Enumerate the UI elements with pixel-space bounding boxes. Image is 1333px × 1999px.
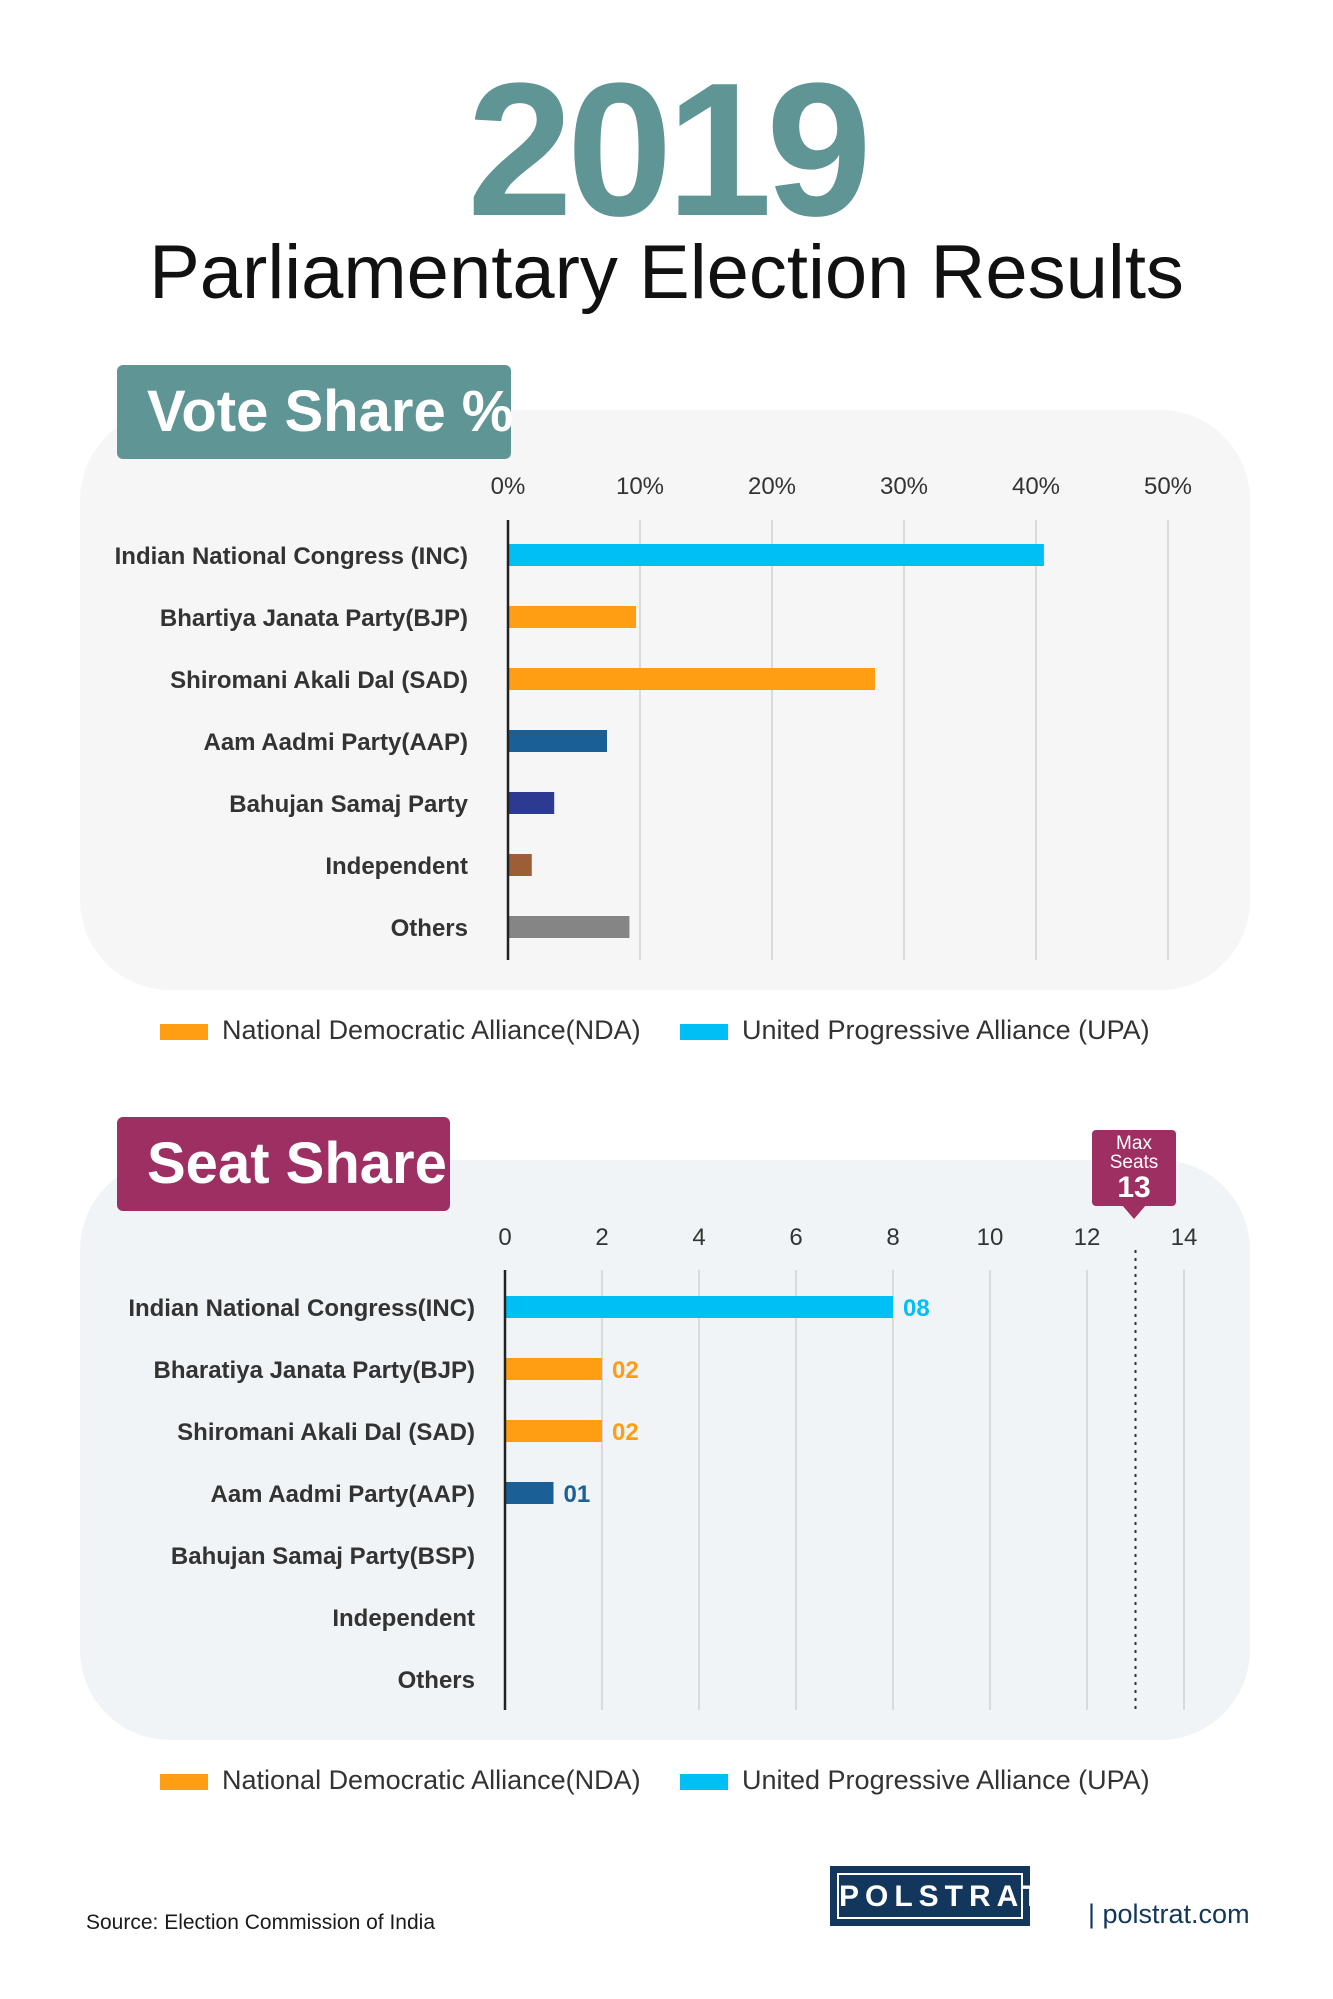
tick-label: 2 xyxy=(595,1224,608,1251)
legend-label-nda: National Democratic Alliance(NDA) xyxy=(222,1765,641,1795)
source-note: Source: Election Commission of India xyxy=(86,1911,435,1934)
seat-share-legend: National Democratic Alliance(NDA) United… xyxy=(160,1760,1160,1800)
legend-swatch-upa xyxy=(680,1024,728,1040)
legend-swatch-nda xyxy=(160,1774,208,1790)
max-seats-value: 13 xyxy=(1117,1171,1151,1204)
bar xyxy=(508,544,1044,566)
vote-share-panel xyxy=(80,410,1250,990)
category-label: Bahujan Samaj Party(BSP) xyxy=(171,1543,475,1570)
vote-share-legend: National Democratic Alliance(NDA) United… xyxy=(160,1010,1160,1050)
category-label: Others xyxy=(391,915,468,942)
polstrat-logo-text: POLSTRAT xyxy=(837,1873,1040,1919)
tick-label: 14 xyxy=(1171,1224,1198,1251)
category-label: Bharatiya Janata Party(BJP) xyxy=(154,1357,475,1384)
value-label: 02 xyxy=(612,1419,639,1446)
tick-label: 8 xyxy=(886,1224,899,1251)
seat-share-panel xyxy=(80,1160,1250,1740)
value-label: 08 xyxy=(903,1295,930,1322)
bar xyxy=(505,1358,602,1380)
category-label: Independent xyxy=(325,853,468,880)
category-label: Aam Aadmi Party(AAP) xyxy=(203,729,468,756)
bar xyxy=(505,1296,893,1318)
category-label: Indian National Congress(INC) xyxy=(128,1295,475,1322)
category-label: Others xyxy=(398,1667,475,1694)
tick-label: 30% xyxy=(880,473,928,500)
value-label: 01 xyxy=(564,1481,591,1508)
category-label: Shiromani Akali Dal (SAD) xyxy=(170,667,468,694)
max-seats-label-2: Seats xyxy=(1109,1152,1159,1173)
bar xyxy=(505,1482,554,1504)
bar xyxy=(508,916,630,938)
legend-label-nda: National Democratic Alliance(NDA) xyxy=(222,1015,641,1045)
vote-share-badge: Vote Share % xyxy=(117,365,513,459)
legend-swatch-upa xyxy=(680,1774,728,1790)
polstrat-logo: POLSTRAT xyxy=(830,1866,1040,1926)
tick-label: 20% xyxy=(748,473,796,500)
vote-share-chart: 0% 10% 20% 30% 40% 50% Indian National Congres… xyxy=(115,473,1192,960)
year-title: 2019 xyxy=(467,44,872,256)
bar xyxy=(505,1420,602,1442)
category-label: Bhartiya Janata Party(BJP) xyxy=(160,605,468,632)
category-label: Bahujan Samaj Party xyxy=(229,791,468,818)
tick-label: 0 xyxy=(498,1224,511,1251)
tick-label: 10 xyxy=(977,1224,1004,1251)
tick-label: 50% xyxy=(1144,473,1192,500)
max-seats-pointer xyxy=(1122,1205,1146,1219)
category-label: Independent xyxy=(332,1605,475,1632)
bar xyxy=(508,730,607,752)
bar xyxy=(508,668,875,690)
max-seats-label-1: Max xyxy=(1116,1133,1152,1154)
legend-label-upa: United Progressive Alliance (UPA) xyxy=(742,1765,1150,1795)
category-label: Aam Aadmi Party(AAP) xyxy=(210,1481,475,1508)
legend-swatch-nda xyxy=(160,1024,208,1040)
max-seats-badge: Max Seats 13 xyxy=(1092,1130,1176,1206)
seat-share-badge: Seat Share xyxy=(117,1117,450,1211)
tick-label: 6 xyxy=(789,1224,802,1251)
tick-label: 0% xyxy=(491,473,526,500)
tick-label: 4 xyxy=(692,1224,705,1251)
bar xyxy=(508,854,532,876)
tick-label: 40% xyxy=(1012,473,1060,500)
bar xyxy=(508,792,555,814)
category-label: Shiromani Akali Dal (SAD) xyxy=(177,1419,475,1446)
value-label: 02 xyxy=(612,1357,639,1384)
legend-label-upa: United Progressive Alliance (UPA) xyxy=(742,1015,1150,1045)
tick-label: 10% xyxy=(616,473,664,500)
bar xyxy=(508,606,637,628)
tick-label: 12 xyxy=(1074,1224,1101,1251)
category-label: Indian National Congress (INC) xyxy=(115,543,468,570)
page-subtitle: Parliamentary Election Results xyxy=(149,230,1184,315)
site-link[interactable]: | polstrat.com xyxy=(1088,1899,1250,1929)
